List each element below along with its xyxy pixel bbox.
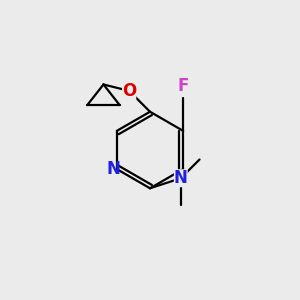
Text: F: F xyxy=(178,77,189,95)
Text: N: N xyxy=(174,169,188,187)
Text: N: N xyxy=(106,160,120,178)
Text: O: O xyxy=(122,82,136,100)
